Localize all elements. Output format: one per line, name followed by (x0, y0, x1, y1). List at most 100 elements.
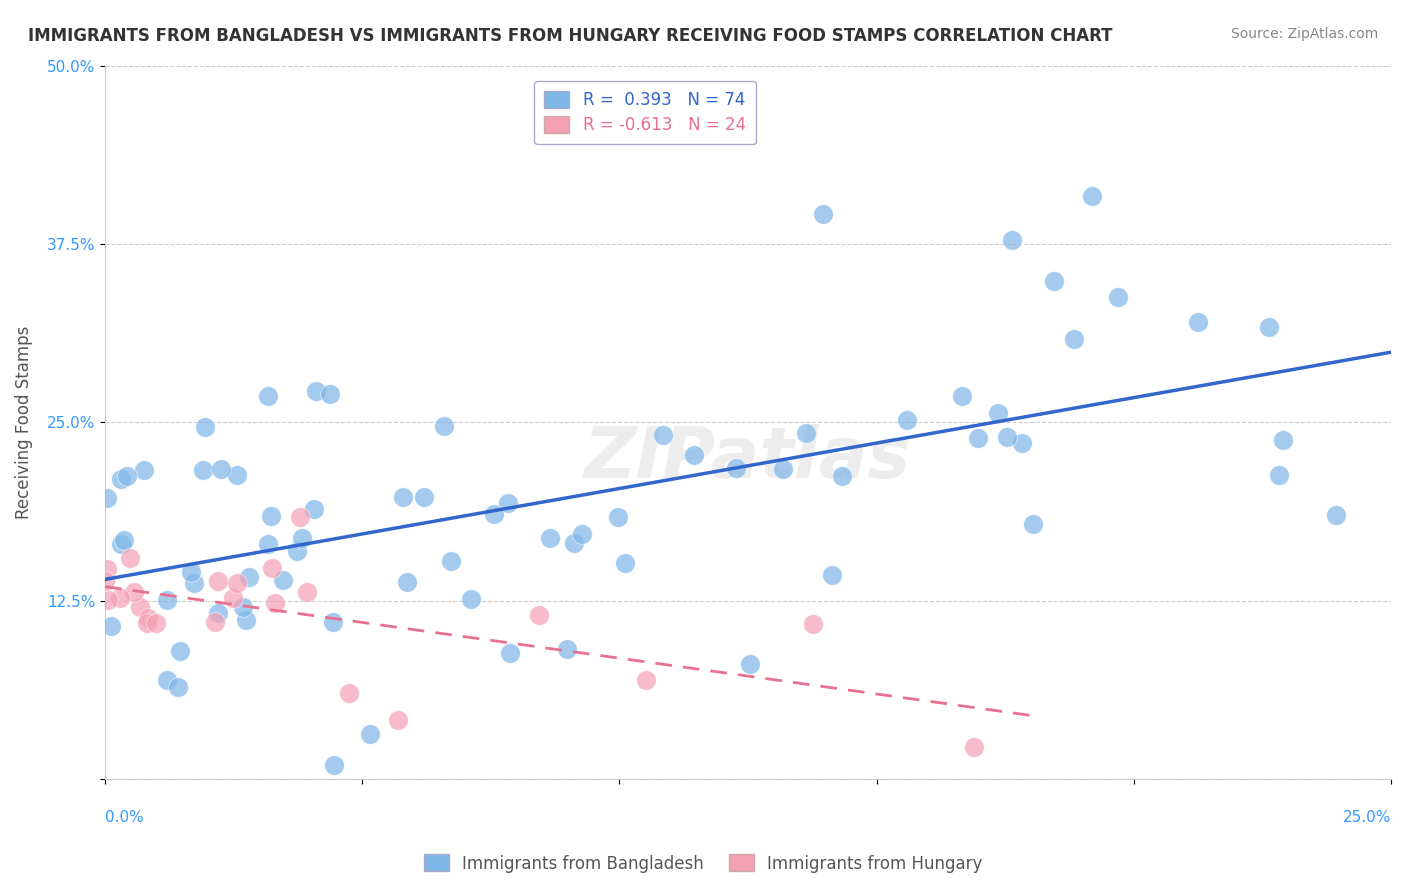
Point (209, 461, 232, 475)
Point (156, 673, 179, 687)
Point (652, 428, 675, 442)
Point (288, 510, 311, 524)
Point (1043, 274, 1066, 288)
Point (110, 536, 132, 550)
Point (738, 657, 761, 671)
Point (987, 406, 1010, 420)
Point (811, 207, 834, 221)
Point (183, 576, 205, 591)
Point (571, 527, 593, 541)
Point (634, 673, 657, 687)
Point (96, 491, 118, 505)
Point (555, 641, 578, 656)
Point (122, 585, 145, 599)
Point (896, 413, 918, 427)
Point (1324, 508, 1347, 522)
Legend: R =  0.393   N = 74, R = -0.613   N = 24: R = 0.393 N = 74, R = -0.613 N = 24 (534, 81, 756, 145)
Point (96, 561, 118, 575)
Point (225, 468, 247, 483)
Point (683, 448, 706, 462)
Point (259, 508, 281, 523)
Point (238, 570, 260, 584)
Point (794, 425, 817, 440)
Point (1271, 433, 1294, 447)
Point (967, 431, 990, 445)
Point (128, 599, 150, 614)
Point (167, 680, 190, 694)
Point (413, 490, 436, 504)
Text: ZIPatlas: ZIPatlas (585, 424, 911, 492)
Point (135, 615, 157, 630)
Point (772, 462, 794, 476)
Point (801, 617, 824, 632)
Point (257, 389, 280, 403)
Text: IMMIGRANTS FROM BANGLADESH VS IMMIGRANTS FROM HUNGARY RECEIVING FOOD STAMPS CORR: IMMIGRANTS FROM BANGLADESH VS IMMIGRANTS… (28, 27, 1112, 45)
Point (821, 568, 844, 582)
Point (433, 419, 456, 434)
Point (302, 502, 325, 516)
Point (257, 536, 280, 550)
Point (963, 739, 986, 754)
Point (191, 463, 214, 477)
Point (440, 554, 463, 568)
Point (260, 560, 283, 574)
Point (392, 490, 415, 504)
Point (499, 647, 522, 661)
Point (1081, 189, 1104, 203)
Text: 0.0%: 0.0% (105, 810, 143, 825)
Point (132, 463, 155, 477)
Point (527, 607, 550, 622)
Point (222, 591, 245, 606)
Point (1063, 332, 1085, 346)
Point (207, 606, 229, 620)
Point (322, 615, 344, 630)
Point (950, 389, 973, 403)
Point (285, 544, 308, 558)
Point (1021, 516, 1043, 531)
Point (319, 387, 342, 401)
Point (235, 614, 257, 628)
Point (359, 727, 381, 741)
Point (562, 536, 585, 550)
Point (305, 384, 328, 398)
Point (264, 596, 287, 610)
Y-axis label: Receiving Food Stamps: Receiving Food Stamps (15, 326, 32, 519)
Point (295, 585, 318, 599)
Point (1258, 320, 1281, 334)
Point (291, 531, 314, 545)
Point (112, 533, 135, 548)
Point (496, 496, 519, 510)
Point (1187, 315, 1209, 329)
Point (337, 686, 360, 700)
Point (110, 472, 132, 486)
Point (387, 713, 409, 727)
Point (94, 574, 117, 589)
Point (120, 551, 142, 566)
Point (96, 592, 118, 607)
Legend: Immigrants from Bangladesh, Immigrants from Hungary: Immigrants from Bangladesh, Immigrants f… (418, 847, 988, 880)
Point (607, 510, 630, 524)
Point (145, 615, 167, 630)
Point (156, 593, 179, 607)
Point (482, 508, 505, 522)
Point (538, 531, 561, 545)
Point (100, 619, 122, 633)
Text: Source: ZipAtlas.com: Source: ZipAtlas.com (1230, 27, 1378, 41)
Point (180, 566, 202, 580)
Point (725, 461, 748, 475)
Point (460, 591, 482, 606)
Point (322, 758, 344, 772)
Point (115, 468, 138, 483)
Point (110, 591, 132, 605)
Point (204, 615, 226, 630)
Point (1267, 467, 1289, 482)
Point (995, 430, 1018, 444)
Point (136, 611, 159, 625)
Point (613, 556, 636, 570)
Point (395, 575, 418, 590)
Point (232, 599, 254, 614)
Point (194, 420, 217, 434)
Point (207, 574, 229, 589)
Point (226, 576, 249, 591)
Text: 25.0%: 25.0% (1343, 810, 1391, 825)
